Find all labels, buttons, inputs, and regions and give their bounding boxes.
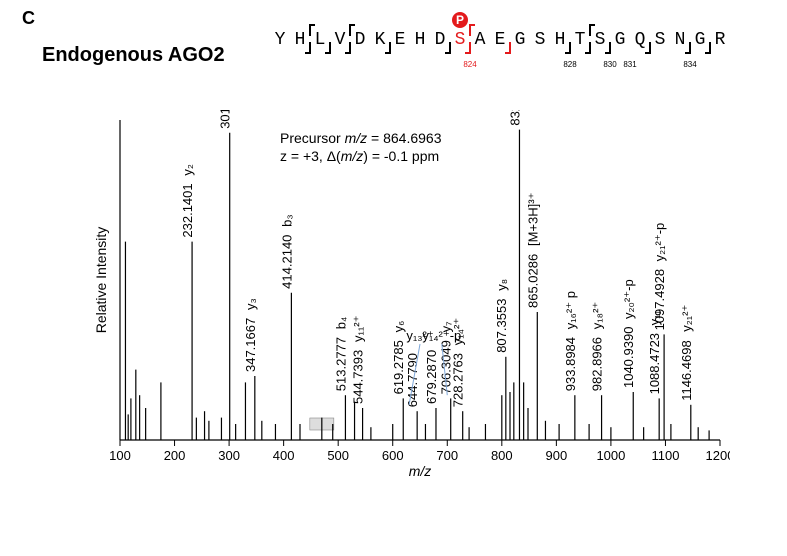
peak-mz-label: 865.0286	[525, 254, 540, 308]
residue: G	[510, 30, 530, 50]
x-tick-label: 1000	[596, 448, 625, 463]
x-tick-label: 800	[491, 448, 513, 463]
x-tick-label: 100	[109, 448, 131, 463]
residue-number: 831	[623, 60, 636, 69]
residue: T	[570, 30, 590, 50]
peak-mz-label: 619.2785	[391, 340, 406, 394]
peak-mz-label: 1097.4928	[652, 269, 667, 330]
peak-ion-label: y₃	[243, 298, 258, 310]
peak-mz-label: 513.2777	[333, 337, 348, 391]
residue: E	[490, 30, 510, 50]
residue: S	[530, 30, 550, 50]
peak-ion-label: y₁₈²⁺	[590, 302, 605, 329]
residue: Y	[270, 30, 290, 50]
residue: E	[390, 30, 410, 50]
peak-ion-label: [M+3H]³⁺	[525, 193, 540, 246]
peak-mz-label: 644.7790	[405, 353, 420, 407]
residue: H	[410, 30, 430, 50]
peak-mz-label: 1040.9390	[621, 327, 636, 388]
peak-mz-label: 1088.4723	[647, 333, 662, 394]
frag-mark-bot	[689, 42, 691, 54]
frag-mark-bot	[649, 42, 651, 54]
residue: D	[430, 30, 450, 50]
frag-mark-bot	[509, 42, 511, 54]
peak-mz-label: 807.3553	[494, 299, 509, 353]
residue: H	[550, 30, 570, 50]
x-tick-label: 700	[436, 448, 458, 463]
peak-ion-label: y₆	[391, 321, 406, 333]
y-axis-label: Relative Intensity	[93, 227, 109, 334]
panel-label: C	[22, 8, 35, 29]
x-tick-label: 900	[546, 448, 568, 463]
frag-mark-top	[469, 24, 471, 36]
residue: S	[650, 30, 670, 50]
peak-mz-label: 414.2140	[279, 235, 294, 289]
peak-ion-label: y₂	[180, 164, 195, 176]
peak-mz-label: 933.8984	[563, 337, 578, 391]
frag-mark-bot	[309, 42, 311, 54]
x-tick-label: 400	[273, 448, 295, 463]
x-tick-label: 1200	[706, 448, 730, 463]
residue: K	[370, 30, 390, 50]
residue: R	[710, 30, 730, 50]
frag-mark-top	[309, 24, 311, 36]
peak-ion-label: y₁₁²⁺	[351, 316, 366, 342]
residue-number: 830	[603, 60, 616, 69]
peak-mz-label: 728.2763	[451, 353, 466, 407]
frag-mark-top	[349, 24, 351, 36]
frag-mark-bot	[349, 42, 351, 54]
peak-mz-label: 347.1667	[243, 318, 258, 372]
residue: H	[290, 30, 310, 50]
frag-mark-top	[589, 24, 591, 36]
peak-mz-label: 232.1401	[180, 183, 195, 237]
residue: V	[330, 30, 350, 50]
peptide-sequence: YHLVDKEHDSPAEGSHTSGQSNGR824828830831834	[270, 30, 750, 90]
x-axis-label: m/z	[409, 463, 432, 479]
x-tick-label: 200	[164, 448, 186, 463]
peak-ion-label: y₂₁²⁺	[679, 305, 694, 332]
peak-mz-label: 1146.4698	[679, 340, 694, 401]
frag-mark-bot	[469, 42, 471, 54]
residue-number: 834	[683, 60, 696, 69]
residue: S	[590, 30, 610, 50]
peak-mz-label: 982.8966	[590, 337, 605, 391]
peak-ion-label: y₂₁²⁺-p	[652, 223, 667, 262]
peak-ion-label: y₁₆²⁺ p	[563, 291, 578, 329]
leader-label: y₁₄²⁺-p	[422, 328, 461, 343]
x-tick-label: 300	[218, 448, 240, 463]
peak-mz-label: 679.2870	[424, 350, 439, 404]
figure-title: Endogenous AGO2	[42, 44, 225, 67]
frag-mark-bot	[389, 42, 391, 54]
peak-ion-label: b₄	[333, 317, 348, 330]
residue: D	[350, 30, 370, 50]
frag-mark-bot	[709, 42, 711, 54]
x-tick-label: 500	[327, 448, 349, 463]
peak-ion-label: y₈	[494, 279, 509, 291]
x-tick-label: 600	[382, 448, 404, 463]
peak-mz-label: 301.1289	[218, 110, 233, 129]
peak-mz-label: 544.7393	[351, 350, 366, 404]
frag-mark-bot	[449, 42, 451, 54]
residue-number: 824	[463, 60, 476, 69]
residue: Q	[630, 30, 650, 50]
residue: SP	[450, 30, 470, 50]
frag-mark-bot	[569, 42, 571, 54]
residue: L	[310, 30, 330, 50]
residue: A	[470, 30, 490, 50]
mass-spectrum-plot: 100 200 300 400 500 600 700 800 900 1000 1100 1200 m…	[90, 110, 730, 490]
residue: G	[610, 30, 630, 50]
peak-ion-label: y₂₀²⁺-p	[621, 279, 636, 319]
residue-number: 828	[563, 60, 576, 69]
frag-mark-bot	[589, 42, 591, 54]
residue: N	[670, 30, 690, 50]
phospho-badge: P	[452, 12, 468, 28]
frag-mark-bot	[329, 42, 331, 54]
peak-ion-label: b₃	[279, 214, 294, 227]
x-tick-label: 1100	[651, 448, 679, 463]
frag-mark-bot	[609, 42, 611, 54]
peak-mz-label: 832.3680	[507, 110, 522, 126]
residue: G	[690, 30, 710, 50]
